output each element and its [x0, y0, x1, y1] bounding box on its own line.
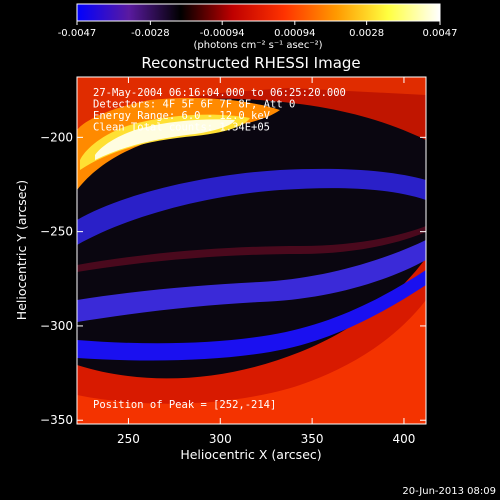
y-tick-label: −300 [40, 319, 73, 333]
colorbar-tick-label: 0.0028 [349, 28, 384, 39]
colorbar [76, 3, 441, 22]
lower-emission-core [77, 300, 426, 424]
y-tick-label: −350 [40, 413, 73, 427]
peak-position-label: Position of Peak = [252,-214] [93, 399, 276, 411]
chart-title: Reconstructed RHESSI Image [141, 54, 360, 72]
upper-arc-mid [77, 77, 426, 150]
annotation-block: 27-May-2004 06:16:04.000 to 06:25:20.000… [93, 87, 346, 134]
y-tick-label: −200 [40, 130, 73, 144]
x-tick-label: 350 [301, 432, 324, 446]
annotation-line: Energy Range: 6.0 - 12.0 keV [93, 110, 271, 122]
negative-arc-1 [77, 168, 426, 245]
annotation-line: 27-May-2004 06:16:04.000 to 06:25:20.000 [93, 87, 346, 99]
colorbar-tick-label: 0.00094 [274, 28, 315, 39]
annotation-line: Clean Total counts: 1.34E+05 [93, 122, 270, 134]
colorbar-unit-label: (photons cm⁻² s⁻¹ asec⁻²) [193, 40, 322, 51]
plot-frame [76, 76, 427, 425]
faint-band [77, 226, 426, 272]
x-axis-label: Heliocentric X (arcsec) [180, 447, 321, 462]
x-tick-label: 300 [209, 432, 232, 446]
x-axis-ticks: 250 300 350 400 [117, 77, 415, 446]
annotation-line: Detectors: 4F 5F 6F 7F 8F, Att 0 [93, 99, 295, 111]
colorbar-tick-label: -0.00094 [200, 28, 245, 39]
y-axis-label: Heliocentric Y (arcsec) [14, 180, 29, 320]
y-axis-ticks: −200 −250 −300 −350 [40, 130, 426, 427]
negative-arc-2 [77, 240, 426, 322]
x-tick-label: 250 [117, 432, 140, 446]
colorbar-ticks: -0.0047 -0.0028 -0.00094 0.00094 0.0028 0.004… [58, 21, 458, 39]
footer-timestamp: 20-Jun-2013 08:09 [402, 486, 496, 497]
colorbar-tick-label: 0.0047 [423, 28, 458, 39]
colorbar-tick-label: -0.0047 [58, 28, 97, 39]
peak-white [95, 119, 235, 160]
negative-arc-3 [77, 270, 426, 361]
colorbar-tick-label: -0.0028 [131, 28, 170, 39]
y-tick-label: −250 [40, 225, 73, 239]
plot-image [77, 77, 426, 424]
x-tick-label: 400 [393, 432, 416, 446]
